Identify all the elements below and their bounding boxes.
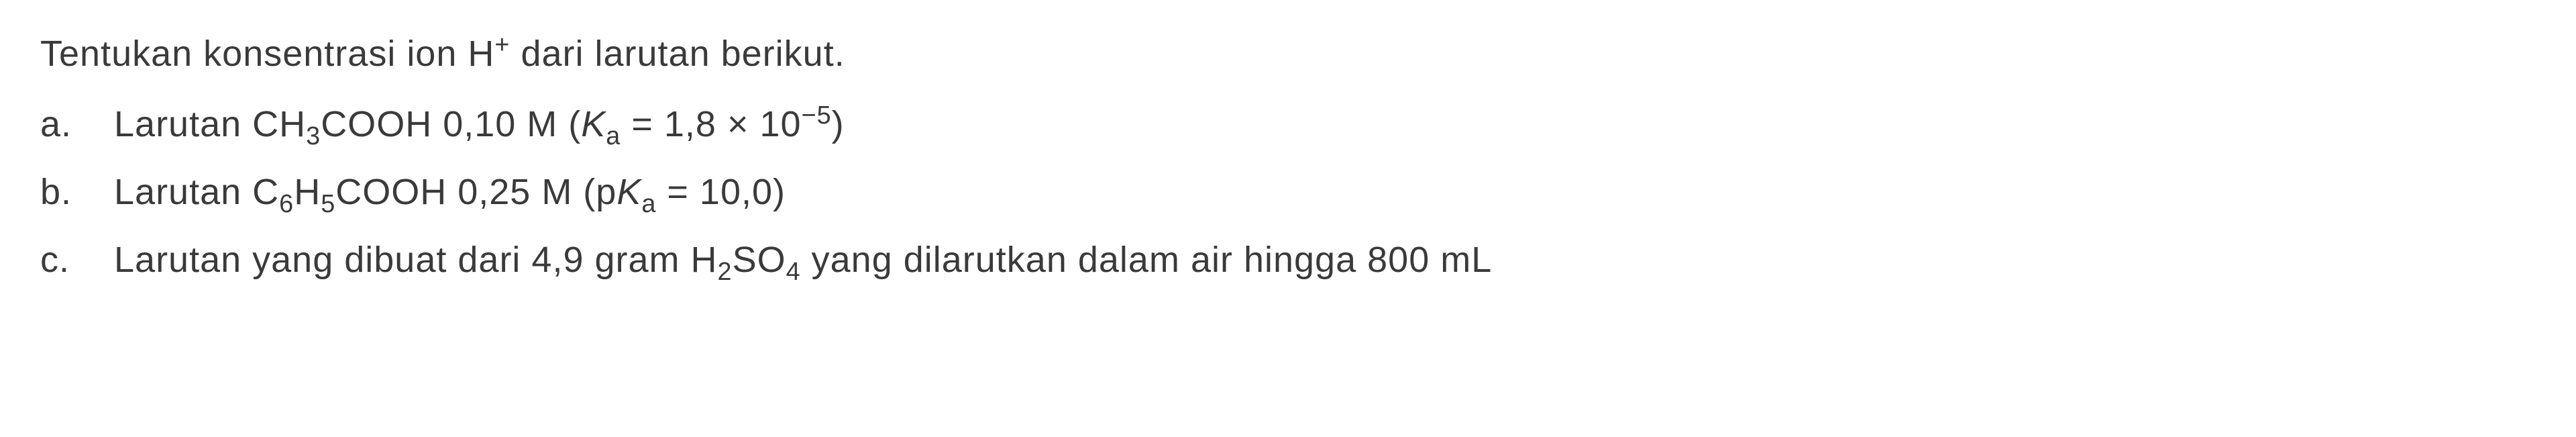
item-label-b: b. xyxy=(40,165,114,220)
b-ksub: a xyxy=(641,190,656,218)
b-kvar: K xyxy=(616,172,641,212)
c-sub2: 4 xyxy=(786,258,801,286)
a-t4: ) xyxy=(832,104,845,144)
b-t2: H xyxy=(294,172,321,212)
b-t4: = 10,0) xyxy=(656,172,786,212)
b-t3: COOH 0,25 M (p xyxy=(335,172,616,212)
item-label-a: a. xyxy=(40,97,114,152)
a-ksub: a xyxy=(606,122,621,150)
item-label-c: c. xyxy=(40,233,114,287)
item-text-c: Larutan yang dibuat dari 4,9 gram H2SO4 … xyxy=(114,233,2536,287)
a-t2: COOH 0,10 M ( xyxy=(321,104,581,144)
a-t1: Larutan CH xyxy=(114,104,306,144)
b-sub1: 6 xyxy=(279,190,294,218)
list-item: c. Larutan yang dibuat dari 4,9 gram H2S… xyxy=(40,233,2536,287)
list-item: a. Larutan CH3COOH 0,10 M (Ka = 1,8 × 10… xyxy=(40,97,2536,152)
list-item: b. Larutan C6H5COOH 0,25 M (pKa = 10,0) xyxy=(40,165,2536,220)
item-text-a: Larutan CH3COOH 0,10 M (Ka = 1,8 × 10−5) xyxy=(114,97,2536,152)
a-t3: = 1,8 × 10 xyxy=(621,104,801,144)
c-t3: yang dilarutkan dalam air hingga 800 mL xyxy=(801,240,1493,280)
a-sub1: 3 xyxy=(306,122,321,150)
intro-text-1: Tentukan konsentrasi ion H xyxy=(40,34,494,74)
a-kvar: K xyxy=(581,104,606,144)
question-block: Tentukan konsentrasi ion H+ dari larutan… xyxy=(40,27,2536,287)
a-sup1: −5 xyxy=(802,101,832,130)
b-t1: Larutan C xyxy=(114,172,279,212)
b-sub2: 5 xyxy=(321,190,335,218)
intro-text-2: dari larutan berikut. xyxy=(510,34,845,74)
question-intro: Tentukan konsentrasi ion H+ dari larutan… xyxy=(40,27,2536,81)
intro-sup-1: + xyxy=(494,31,510,59)
c-t2: SO xyxy=(733,240,786,280)
item-text-b: Larutan C6H5COOH 0,25 M (pKa = 10,0) xyxy=(114,165,2536,220)
c-sub1: 2 xyxy=(718,258,733,286)
c-t1: Larutan yang dibuat dari 4,9 gram H xyxy=(114,240,718,280)
